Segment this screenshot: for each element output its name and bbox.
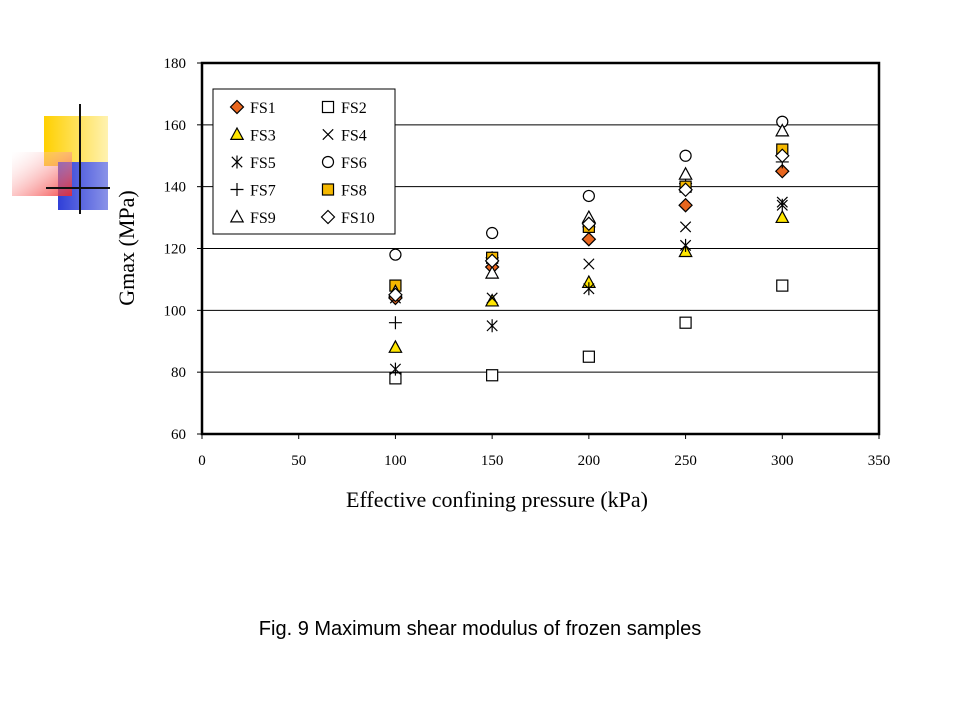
y-tick-label: 160	[164, 118, 187, 134]
legend-marker	[321, 100, 335, 114]
data-point	[389, 362, 402, 376]
legend-label: FS6	[341, 155, 367, 172]
data-point	[776, 198, 788, 212]
data-point	[678, 166, 693, 180]
y-tick-label: 140	[164, 180, 187, 196]
legend-label: FS2	[341, 100, 367, 117]
data-point	[774, 163, 790, 179]
data-point	[775, 209, 790, 224]
data-point	[486, 319, 498, 333]
legend-marker	[322, 128, 334, 141]
data-point	[776, 279, 789, 292]
data-point	[484, 265, 500, 279]
y-tick-label: 80	[171, 365, 186, 381]
legend-marker	[229, 99, 245, 115]
decorative-squares-graphic	[12, 104, 110, 214]
data-point	[774, 148, 790, 164]
y-tick-label: 100	[164, 303, 187, 319]
data-point	[486, 369, 499, 382]
data-point	[388, 339, 403, 353]
data-point	[484, 253, 500, 269]
legend-marker	[231, 155, 243, 169]
x-tick-label: 300	[771, 453, 794, 469]
data-point	[581, 216, 597, 232]
legend-marker	[321, 155, 335, 169]
x-tick-label: 50	[291, 453, 306, 469]
data-point	[388, 287, 403, 303]
legend-box	[212, 88, 396, 235]
data-point	[678, 197, 693, 213]
data-point	[679, 316, 692, 329]
data-point	[679, 149, 692, 162]
legend-marker	[321, 183, 335, 196]
decorative-squares	[0, 0, 120, 220]
data-point	[582, 189, 595, 203]
data-point	[486, 226, 499, 240]
legend-label: FS7	[250, 183, 276, 200]
x-tick-label: 350	[868, 453, 891, 469]
legend-label: FS1	[250, 100, 276, 117]
plot-frame	[200, 61, 881, 436]
legend-marker	[320, 209, 336, 225]
x-tick-label: 150	[481, 453, 504, 469]
legend-label: FS5	[250, 155, 276, 172]
data-point	[389, 248, 402, 261]
x-axis-title: Effective confining pressure (kPa)	[346, 487, 648, 512]
data-point	[775, 123, 790, 137]
legend-label: FS3	[250, 128, 276, 145]
data-point	[678, 182, 693, 198]
scatter-chart: 60 80 100 120 140 160 180 0 50 100 150 200 250 300 350…	[114, 56, 891, 512]
data-point	[583, 282, 595, 296]
legend-marker	[230, 183, 244, 196]
data-point	[486, 292, 498, 304]
x-tick-label: 250	[674, 453, 697, 469]
figure-caption: Fig. 9 Maximum shear modulus of frozen s…	[258, 618, 702, 640]
y-tick-label: 60	[171, 427, 186, 443]
data-point	[388, 316, 402, 330]
data-point	[582, 350, 595, 363]
legend-label: FS4	[341, 128, 367, 145]
data-point	[583, 258, 595, 270]
y-tick-label: 120	[164, 242, 187, 258]
legend-marker	[229, 209, 245, 223]
data-point	[581, 231, 597, 247]
plot-area: 60 80 100 120 140 160 180 0 50 100 150 200 250 300 350…	[164, 56, 891, 469]
y-tick-label: 180	[164, 56, 187, 72]
legend-label: FS9	[250, 210, 276, 227]
legend-marker	[229, 126, 245, 140]
legend-label: FS8	[341, 183, 367, 200]
y-axis-title: Gmax (MPa)	[114, 190, 139, 305]
data-point	[679, 221, 692, 233]
x-tick-label: 200	[578, 453, 601, 469]
legend-label: FS10	[341, 210, 375, 227]
x-tick-label: 0	[198, 453, 206, 469]
x-tick-label: 100	[384, 453, 407, 469]
data-point	[679, 238, 692, 252]
